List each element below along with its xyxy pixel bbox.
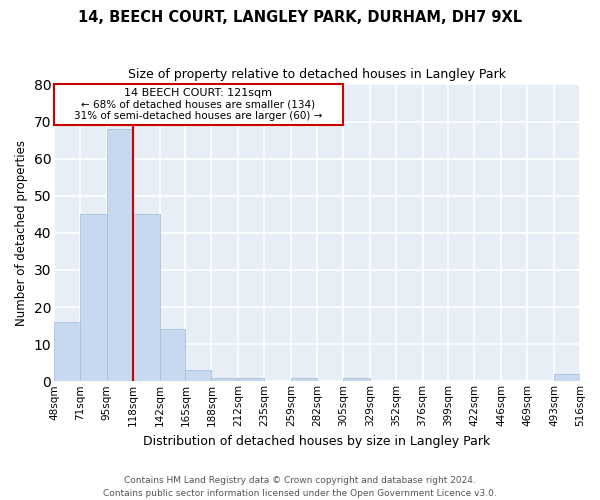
Bar (160, 330, 185, 382)
Text: Contains HM Land Registry data © Crown copyright and database right 2024.
Contai: Contains HM Land Registry data © Crown c… (103, 476, 497, 498)
Title: Size of property relative to detached houses in Langley Park: Size of property relative to detached ho… (128, 68, 506, 80)
Text: 14 BEECH COURT: 121sqm: 14 BEECH COURT: 121sqm (124, 88, 272, 99)
Bar (554, 374, 580, 382)
Bar (211, 378, 238, 382)
Text: 31% of semi-detached houses are larger (60) →: 31% of semi-detached houses are larger (… (74, 112, 323, 122)
Bar (291, 378, 317, 382)
X-axis label: Distribution of detached houses by size in Langley Park: Distribution of detached houses by size … (143, 434, 491, 448)
Bar (185, 370, 211, 382)
Text: ← 68% of detached houses are smaller (134): ← 68% of detached houses are smaller (13… (82, 100, 316, 110)
Bar (343, 378, 370, 382)
Text: 14, BEECH COURT, LANGLEY PARK, DURHAM, DH7 9XL: 14, BEECH COURT, LANGLEY PARK, DURHAM, D… (78, 10, 522, 25)
Bar (54, 322, 80, 382)
Bar (80, 214, 107, 382)
Bar (107, 129, 133, 382)
Bar (133, 214, 160, 382)
Y-axis label: Number of detached properties: Number of detached properties (15, 140, 28, 326)
Bar (238, 378, 264, 382)
Bar (54, 84, 343, 126)
